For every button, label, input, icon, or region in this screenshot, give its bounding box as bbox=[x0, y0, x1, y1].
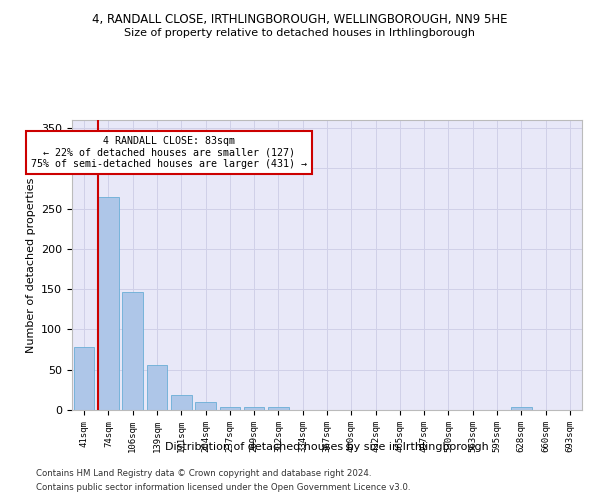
Bar bbox=[220, 407, 240, 410]
Bar bbox=[268, 407, 289, 410]
Text: 4 RANDALL CLOSE: 83sqm
← 22% of detached houses are smaller (127)
75% of semi-de: 4 RANDALL CLOSE: 83sqm ← 22% of detached… bbox=[31, 136, 307, 170]
Bar bbox=[122, 292, 143, 410]
Bar bbox=[171, 394, 191, 410]
Bar bbox=[98, 198, 119, 410]
Bar bbox=[244, 407, 265, 410]
Text: 4, RANDALL CLOSE, IRTHLINGBOROUGH, WELLINGBOROUGH, NN9 5HE: 4, RANDALL CLOSE, IRTHLINGBOROUGH, WELLI… bbox=[92, 12, 508, 26]
Bar bbox=[74, 347, 94, 410]
Text: Contains HM Land Registry data © Crown copyright and database right 2024.: Contains HM Land Registry data © Crown c… bbox=[36, 468, 371, 477]
Bar bbox=[511, 407, 532, 410]
Y-axis label: Number of detached properties: Number of detached properties bbox=[26, 178, 35, 352]
Text: Contains public sector information licensed under the Open Government Licence v3: Contains public sector information licen… bbox=[36, 484, 410, 492]
Bar bbox=[146, 365, 167, 410]
Bar bbox=[195, 402, 216, 410]
Text: Size of property relative to detached houses in Irthlingborough: Size of property relative to detached ho… bbox=[125, 28, 476, 38]
Text: Distribution of detached houses by size in Irthlingborough: Distribution of detached houses by size … bbox=[165, 442, 489, 452]
